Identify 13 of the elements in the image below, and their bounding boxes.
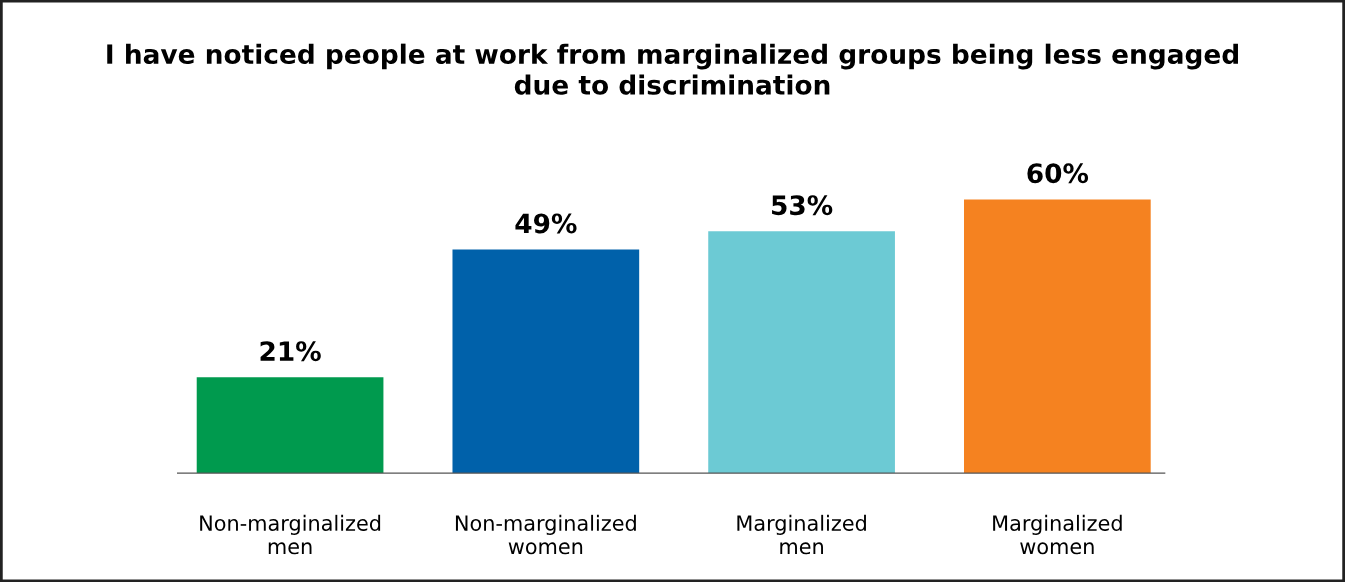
- x-tick-label: Non-marginalized men: [200, 514, 381, 555]
- data-label: 49%: [515, 213, 577, 234]
- x-tick-label: Marginalized men: [737, 514, 866, 555]
- data-label: 60%: [1027, 163, 1089, 184]
- bar: [196, 377, 384, 474]
- chart-title: I have noticed people at work from marginalized groups being less engaged due to discrimination: [107, 43, 1238, 95]
- bar: [452, 249, 640, 474]
- x-tick-label: Non-marginalized women: [455, 514, 636, 555]
- data-label: 53%: [772, 195, 833, 216]
- bar: [708, 231, 895, 474]
- x-tick-label: Marginalized women: [993, 514, 1122, 555]
- bar: [964, 199, 1151, 474]
- data-label: 21%: [260, 341, 321, 362]
